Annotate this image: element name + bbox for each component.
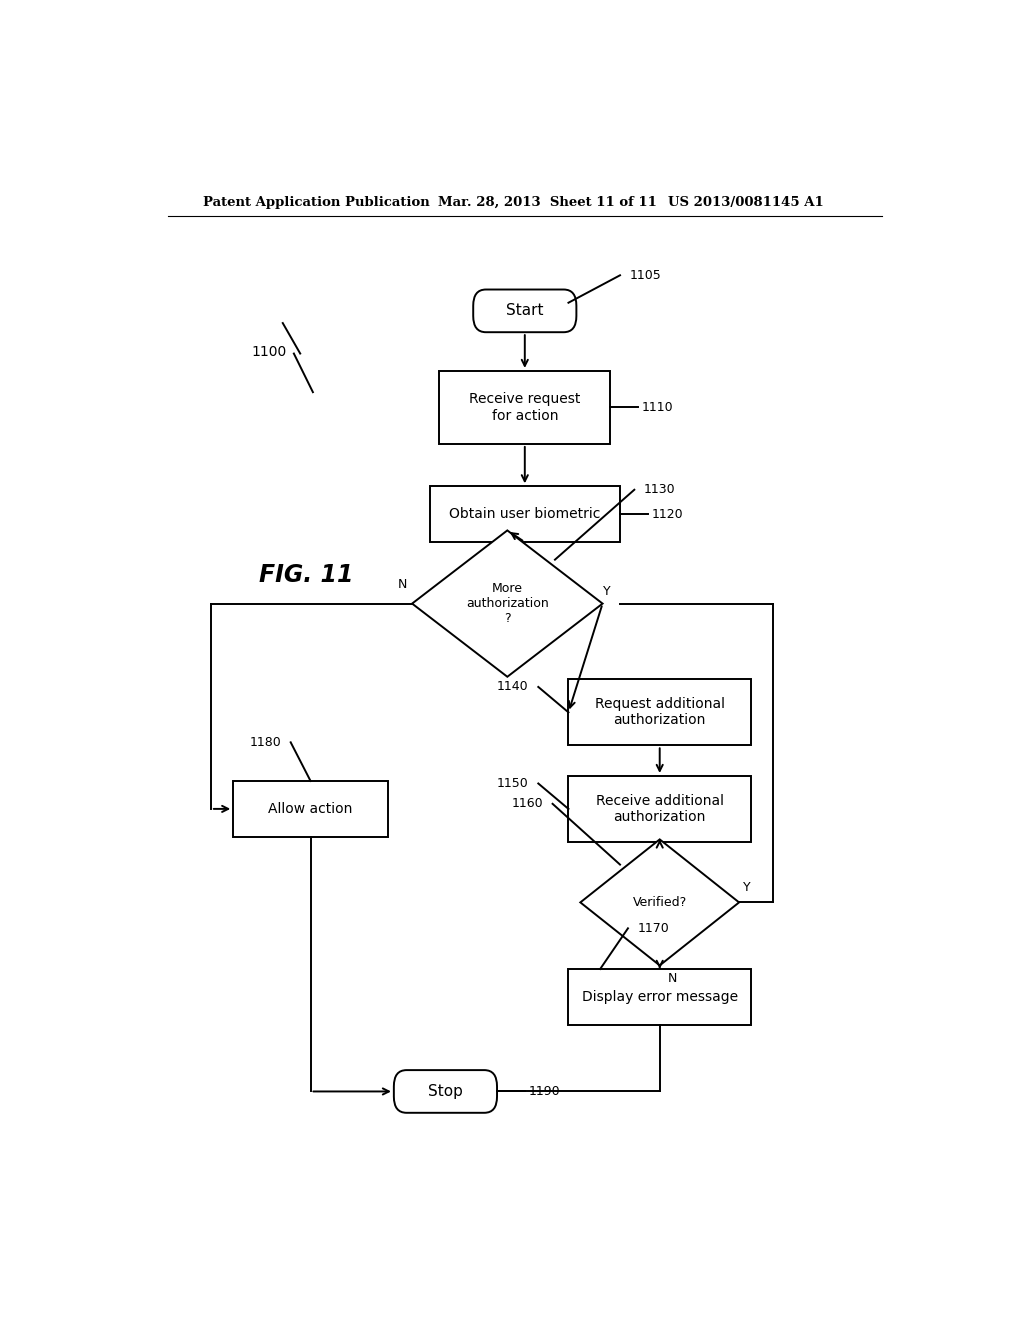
Text: More
authorization
?: More authorization ? xyxy=(466,582,549,626)
FancyBboxPatch shape xyxy=(473,289,577,333)
Text: Stop: Stop xyxy=(428,1084,463,1100)
Text: Start: Start xyxy=(506,304,544,318)
Text: Mar. 28, 2013  Sheet 11 of 11: Mar. 28, 2013 Sheet 11 of 11 xyxy=(437,195,656,209)
Text: Obtain user biometric: Obtain user biometric xyxy=(450,507,600,521)
Text: 1140: 1140 xyxy=(497,680,528,693)
Text: 1160: 1160 xyxy=(511,797,543,810)
Text: 1110: 1110 xyxy=(642,401,674,414)
Text: FIG. 11: FIG. 11 xyxy=(259,564,353,587)
Text: 1105: 1105 xyxy=(630,269,662,281)
Text: N: N xyxy=(398,578,408,591)
Text: Receive additional
authorization: Receive additional authorization xyxy=(596,793,724,824)
Bar xyxy=(568,680,751,746)
Text: 1150: 1150 xyxy=(497,777,528,789)
Text: 1120: 1120 xyxy=(652,508,683,520)
Bar xyxy=(568,969,751,1024)
Text: Y: Y xyxy=(743,882,751,894)
Text: Receive request
for action: Receive request for action xyxy=(469,392,581,422)
Text: Y: Y xyxy=(603,585,610,598)
Text: Patent Application Publication: Patent Application Publication xyxy=(204,195,430,209)
Text: Allow action: Allow action xyxy=(268,801,352,816)
Text: 1100: 1100 xyxy=(251,345,287,359)
Text: N: N xyxy=(668,972,677,985)
Text: 1170: 1170 xyxy=(638,921,670,935)
Text: 1190: 1190 xyxy=(528,1085,560,1098)
Bar xyxy=(430,486,621,543)
Text: Verified?: Verified? xyxy=(633,896,687,909)
Bar xyxy=(439,371,610,444)
Text: Request additional
authorization: Request additional authorization xyxy=(595,697,725,727)
Text: 1130: 1130 xyxy=(644,483,676,496)
Text: Display error message: Display error message xyxy=(582,990,737,1005)
Text: 1180: 1180 xyxy=(250,735,282,748)
Bar xyxy=(568,776,751,842)
FancyBboxPatch shape xyxy=(394,1071,497,1113)
Polygon shape xyxy=(581,840,739,965)
Text: US 2013/0081145 A1: US 2013/0081145 A1 xyxy=(668,195,823,209)
Bar xyxy=(233,781,388,837)
Polygon shape xyxy=(412,531,602,677)
